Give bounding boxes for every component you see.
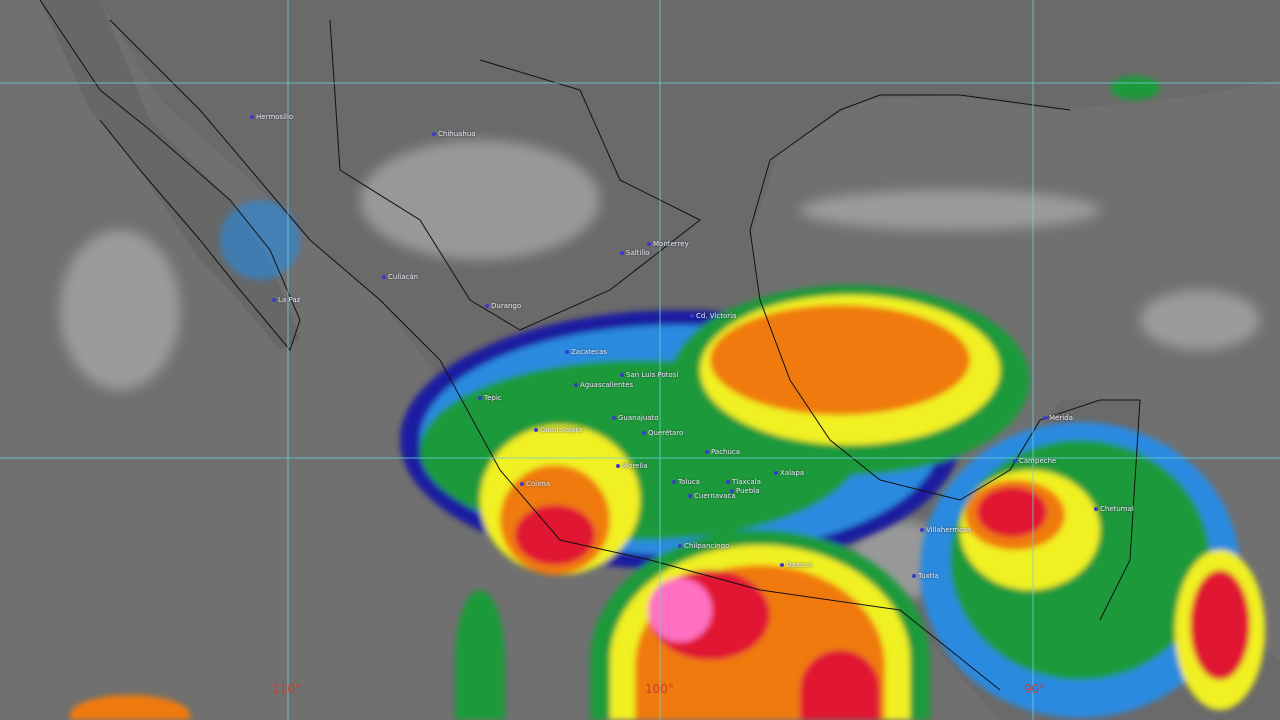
city-label: Tlaxcala xyxy=(726,478,761,487)
city-label: Campeche xyxy=(1013,457,1056,466)
city-label: Colima xyxy=(520,480,550,489)
storm-systems xyxy=(70,76,1265,720)
city-label: Chihuahua xyxy=(432,130,476,139)
city-label: Guanajuato xyxy=(612,414,659,423)
city-label: Oaxaca xyxy=(780,561,812,570)
city-label: Guadalajara xyxy=(534,426,583,435)
city-label: Pachuca xyxy=(705,448,740,457)
city-label: Cuernavaca xyxy=(688,492,736,501)
city-label: Toluca xyxy=(672,478,700,487)
city-label: Cd. Victoria xyxy=(690,312,736,321)
city-label: Hermosillo xyxy=(250,113,293,122)
city-label: Chetumal xyxy=(1094,505,1134,514)
longitude-label: 110° xyxy=(272,682,301,696)
city-label: Aguascalientes xyxy=(574,381,633,390)
longitude-label: 90° xyxy=(1024,682,1046,696)
longitude-label: 100° xyxy=(645,682,674,696)
city-label: Monterrey xyxy=(647,240,689,249)
city-label: Tepic xyxy=(478,394,502,403)
city-label: La Paz xyxy=(272,296,300,305)
city-label: Morelia xyxy=(616,462,648,471)
borders xyxy=(39,0,1141,691)
city-label: Culiacán xyxy=(382,273,418,282)
city-label: Zacatecas xyxy=(565,348,607,357)
city-label: Villahermosa xyxy=(920,526,971,535)
city-label: Durango xyxy=(485,302,521,311)
city-label: Chilpancingo xyxy=(678,542,729,551)
city-label: Puebla xyxy=(730,487,760,496)
city-label: Mérida xyxy=(1043,414,1073,423)
city-label: Tuxtla xyxy=(912,572,939,581)
city-label: San Luis Potosí xyxy=(620,371,678,380)
city-label: Saltillo xyxy=(620,249,650,258)
city-label: Xalapa xyxy=(774,469,804,478)
city-label: Querétaro xyxy=(642,429,683,438)
